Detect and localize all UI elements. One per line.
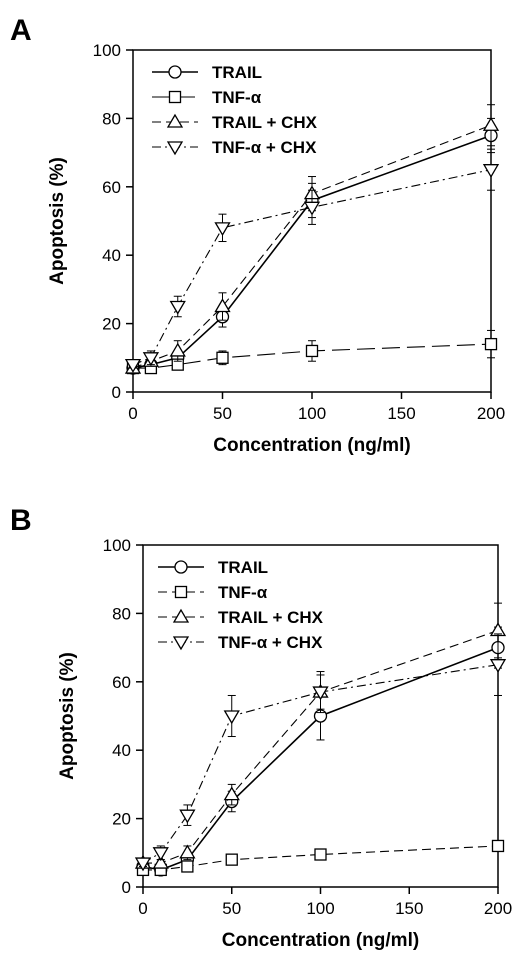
panel-0-series-3-point-3: [214, 222, 231, 237]
panel-1-series-3-point-3: [223, 710, 240, 725]
panel-0-series-1-point-4: [305, 344, 319, 358]
x-tick-label: 0: [138, 899, 147, 918]
panel-1-series-0-point-legend: [174, 560, 188, 574]
legend-label-2: TRAIL + CHX: [212, 113, 318, 132]
y-tick-label: 60: [112, 673, 131, 692]
legend-label-0: TRAIL: [212, 63, 262, 82]
panel-1-series-3-point-5: [489, 659, 507, 673]
panel-0-series-3-point-4: [303, 201, 321, 216]
panel-0-series-3-point-2: [169, 300, 186, 315]
panel-1-series-1-point-4: [314, 848, 327, 861]
panel-0-series-2-point-legend: [166, 113, 184, 128]
panel-1-series-1-point-3: [225, 853, 238, 866]
series-3: [124, 148, 500, 373]
panel-1-series-3-point-1: [152, 847, 169, 862]
x-tick-label: 150: [387, 404, 415, 423]
series-3: [134, 633, 507, 872]
panel-0-series-3-point-0: [124, 358, 142, 373]
panel-1-series-3-point-2: [179, 809, 196, 824]
series-line-3: [132, 169, 492, 366]
panel-1-series-3-point-4: [312, 686, 329, 701]
panel-1-series-2-point-2: [179, 844, 196, 859]
x-axis-label: Concentration (ng/ml): [213, 435, 410, 456]
chart-panel-B: B 0 20 40 60 80 100 0 50 100 150 200 Concentration (…: [10, 504, 512, 951]
x-tick-label: 50: [222, 899, 241, 918]
y-tick-label: 80: [112, 604, 131, 623]
panel-1-series-1-point-legend: [174, 585, 188, 599]
panel-1-series-2-point-1: [152, 854, 169, 869]
y-tick-label: 40: [102, 246, 121, 265]
y-axis-label: Apoptosis (%): [47, 157, 68, 285]
series-line-2: [143, 629, 499, 864]
legend-label-0: TRAIL: [218, 558, 268, 577]
y-tick-label: 100: [103, 536, 131, 555]
series-line-0: [132, 134, 492, 369]
panel-1-series-3-point-legend: [172, 636, 190, 651]
series-0: [136, 626, 505, 877]
panel-0-series-3-point-legend: [166, 141, 184, 156]
y-tick-label: 100: [93, 41, 121, 60]
legend-label-3: TNF-α + CHX: [212, 138, 317, 157]
chart-panel-A: A 0 20 40 60 80 100 0 50 100 150 200 Concentration (…: [10, 14, 505, 456]
y-tick-label: 0: [122, 878, 131, 897]
y-tick-label: 20: [112, 810, 131, 829]
legend: TRAIL TNF-α TRAIL + CHX TNF-α + CHX: [158, 558, 324, 652]
x-axis-label: Concentration (ng/ml): [222, 930, 419, 951]
y-tick-label: 20: [102, 315, 121, 334]
panel-0-series-1-point-5: [484, 337, 498, 351]
series-line-2: [132, 124, 492, 369]
panel-0-series-2-point-3: [214, 298, 231, 313]
y-tick-label: 0: [112, 383, 121, 402]
legend: TRAIL TNF-α TRAIL + CHX TNF-α + CHX: [152, 63, 318, 157]
x-tick-label: 200: [477, 404, 505, 423]
panel-0-series-0-point-legend: [168, 65, 182, 79]
panel-label: B: [10, 504, 32, 537]
x-tick-label: 100: [306, 899, 334, 918]
panel-0-series-3-point-5: [482, 164, 500, 178]
x-tick-label: 100: [298, 404, 326, 423]
y-tick-label: 60: [102, 178, 121, 197]
panel-0-series-2-point-5: [482, 116, 500, 131]
x-tick-label: 200: [484, 899, 512, 918]
panel-0-series-1-point-3: [216, 351, 229, 364]
x-tick-label: 150: [395, 899, 423, 918]
legend-label-2: TRAIL + CHX: [218, 608, 324, 627]
panel-1-series-2-point-3: [223, 786, 240, 801]
panel-1-series-1-point-5: [491, 839, 505, 853]
y-tick-label: 40: [112, 741, 131, 760]
y-axis-label: Apoptosis (%): [57, 652, 78, 780]
panel-0-series-3-point-1: [142, 352, 160, 367]
series-line-3: [142, 664, 499, 864]
panel-1-series-2-point-legend: [172, 608, 190, 623]
x-tick-label: 50: [213, 404, 232, 423]
panel-1-series-1-point-2: [181, 860, 194, 873]
panel-0-series-1-point-legend: [168, 90, 182, 104]
legend-label-1: TNF-α: [218, 583, 268, 602]
x-tick-label: 0: [128, 404, 137, 423]
panel-0-series-2-point-2: [169, 342, 186, 357]
legend-label-3: TNF-α + CHX: [218, 633, 323, 652]
legend-label-1: TNF-α: [212, 88, 262, 107]
panel-1-series-3-point-0: [134, 857, 152, 872]
panel-label: A: [10, 14, 32, 47]
y-tick-label: 80: [102, 109, 121, 128]
